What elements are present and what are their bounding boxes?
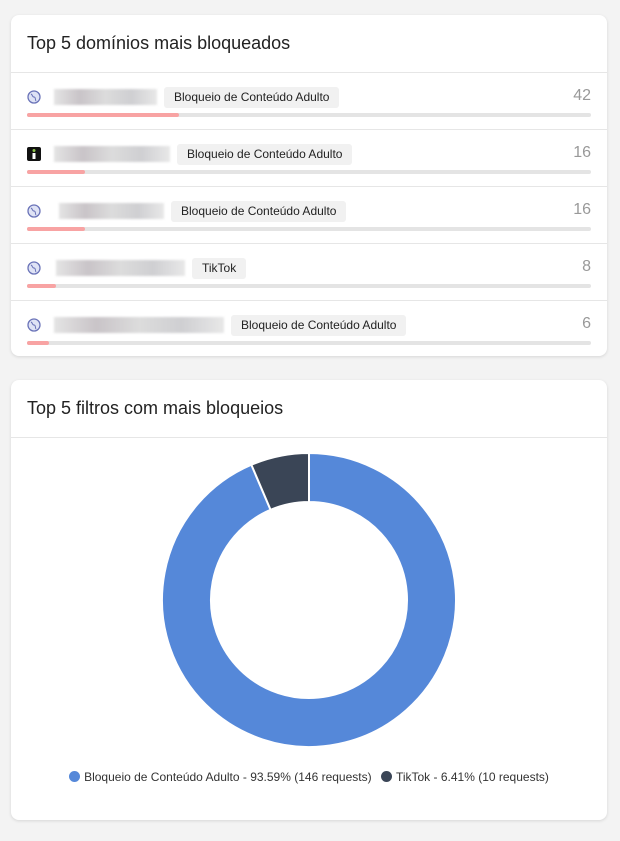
filter-tag: TikTok: [192, 258, 247, 279]
top-domains-card: Top 5 domínios mais bloqueados Bloqueio …: [11, 15, 607, 356]
progress-fill: [27, 227, 85, 231]
progress-fill: [27, 170, 85, 174]
domain-row[interactable]: Bloqueio de Conteúdo Adulto 16: [11, 187, 607, 244]
domain-name-redacted: [54, 146, 170, 162]
progress-fill: [27, 113, 179, 117]
domain-name-redacted: [56, 260, 185, 276]
app-info-icon: [27, 147, 41, 161]
chart-legend: Bloqueio de Conteúdo Adulto - 93.59% (14…: [11, 770, 607, 784]
progress-bar: [27, 284, 591, 288]
card-title: Top 5 filtros com mais bloqueios: [11, 380, 607, 438]
legend-dot: [380, 771, 392, 782]
top-filters-card: Top 5 filtros com mais bloqueios Bloquei…: [11, 380, 607, 820]
filter-tag: Bloqueio de Conteúdo Adulto: [177, 144, 353, 165]
donut-slice-adult[interactable]: [161, 451, 457, 748]
donut-slice-tiktok[interactable]: [250, 451, 310, 512]
legend-dot: [69, 771, 81, 782]
progress-bar: [27, 170, 591, 174]
globe-icon: [27, 204, 41, 218]
domain-name-redacted: [54, 89, 157, 105]
progress-fill: [27, 341, 49, 345]
block-count: 6: [582, 315, 591, 332]
legend-item-adult[interactable]: Bloqueio de Conteúdo Adulto - 93.59% (14…: [69, 770, 372, 784]
filter-tag: Bloqueio de Conteúdo Adulto: [231, 315, 407, 336]
globe-icon: [27, 318, 41, 332]
globe-icon: [27, 90, 41, 104]
block-count: 16: [573, 201, 591, 218]
progress-bar: [27, 341, 591, 345]
domain-row[interactable]: Bloqueio de Conteúdo Adulto 6: [11, 301, 607, 357]
filter-tag: Bloqueio de Conteúdo Adulto: [171, 201, 347, 222]
domain-row[interactable]: Bloqueio de Conteúdo Adulto 42: [11, 73, 607, 130]
domain-name-redacted: [54, 317, 224, 333]
progress-bar: [27, 227, 591, 231]
progress-fill: [27, 284, 56, 288]
progress-bar: [27, 113, 591, 117]
donut-chart: [161, 451, 457, 748]
domain-row[interactable]: Bloqueio de Conteúdo Adulto 16: [11, 130, 607, 187]
domain-row[interactable]: TikTok 8: [11, 244, 607, 301]
block-count: 8: [582, 258, 591, 275]
filter-tag: Bloqueio de Conteúdo Adulto: [164, 87, 340, 108]
block-count: 42: [573, 87, 591, 104]
domain-name-redacted: [59, 203, 164, 219]
legend-item-tiktok[interactable]: TikTok - 6.41% (10 requests): [380, 770, 549, 784]
block-count: 16: [573, 144, 591, 161]
card-title: Top 5 domínios mais bloqueados: [11, 15, 607, 73]
globe-icon: [27, 261, 41, 275]
